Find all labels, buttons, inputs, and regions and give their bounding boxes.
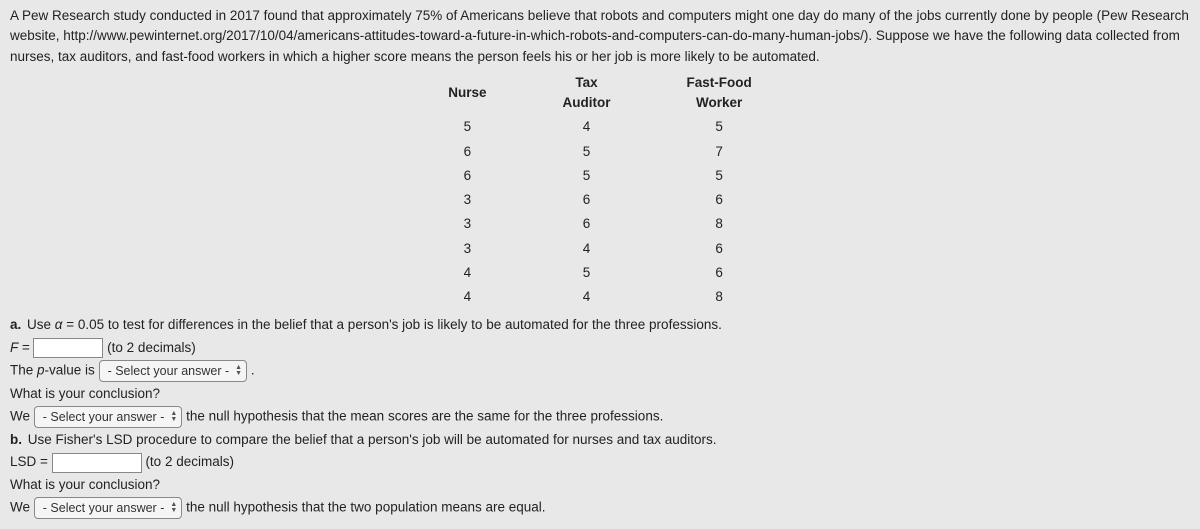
table-cell: 6 [649, 188, 790, 212]
part-a-label: a. [10, 317, 21, 332]
table-cell: 4 [525, 115, 649, 139]
f-label: F = [10, 340, 30, 355]
lsd-hint: (to 2 decimals) [145, 454, 234, 469]
pvalue-line: The p-value is - Select your answer - ▲▼… [10, 360, 1190, 382]
table-cell: 5 [525, 164, 649, 188]
table-row: 368 [410, 212, 790, 236]
table-cell: 8 [649, 212, 790, 236]
table-cell: 3 [410, 237, 524, 261]
table-cell: 5 [649, 115, 790, 139]
col-header-line1: Fast-Food [687, 73, 752, 93]
table-cell: 5 [525, 261, 649, 285]
table-cell: 6 [649, 261, 790, 285]
col-header: Tax Auditor [525, 71, 649, 116]
table-cell: 5 [410, 115, 524, 139]
intro-text: A Pew Research study conducted in 2017 f… [10, 6, 1190, 67]
pvalue-prefix: The p-value is [10, 363, 95, 378]
lsd-input[interactable] [52, 453, 142, 473]
table-cell: 6 [649, 237, 790, 261]
part-b-label: b. [10, 432, 22, 447]
col-header-line2: Worker [687, 93, 752, 113]
we-text: We [10, 409, 30, 424]
table-cell: 7 [649, 140, 790, 164]
updown-icon: ▲▼ [170, 411, 177, 423]
conclusion-b-select[interactable]: - Select your answer - ▲▼ [34, 497, 183, 519]
table-cell: 6 [525, 188, 649, 212]
updown-icon: ▲▼ [235, 365, 242, 377]
part-a-text: Use α = 0.05 to test for differences in … [27, 317, 722, 332]
table-cell: 6 [410, 164, 524, 188]
period: . [251, 363, 255, 378]
table-cell: 8 [649, 285, 790, 309]
pvalue-select[interactable]: - Select your answer - ▲▼ [99, 360, 248, 382]
f-hint: (to 2 decimals) [107, 340, 196, 355]
table-cell: 4 [410, 261, 524, 285]
f-line: F = (to 2 decimals) [10, 338, 1190, 358]
lsd-label: LSD = [10, 454, 48, 469]
col-header-line2: Auditor [563, 93, 611, 113]
updown-icon: ▲▼ [170, 502, 177, 514]
conclusion-b-line: We - Select your answer - ▲▼ the null hy… [10, 497, 1190, 519]
part-b-prompt: b. Use Fisher's LSD procedure to compare… [10, 430, 1190, 450]
table-row: 657 [410, 140, 790, 164]
table-row: 346 [410, 237, 790, 261]
lsd-line: LSD = (to 2 decimals) [10, 452, 1190, 472]
conclusion-a-line: We - Select your answer - ▲▼ the null hy… [10, 406, 1190, 428]
table-cell: 4 [525, 285, 649, 309]
col-header: Nurse [410, 71, 524, 116]
table-cell: 6 [525, 212, 649, 236]
we-text: We [10, 500, 30, 515]
table-row: 456 [410, 261, 790, 285]
table-cell: 4 [410, 285, 524, 309]
conclusion-q-b: What is your conclusion? [10, 475, 1190, 495]
col-header-line1: Tax [563, 73, 611, 93]
conclusion-q-a: What is your conclusion? [10, 384, 1190, 404]
table-cell: 5 [649, 164, 790, 188]
conclusion-a-select[interactable]: - Select your answer - ▲▼ [34, 406, 183, 428]
conclusion-a-tail: the null hypothesis that the mean scores… [186, 409, 663, 424]
part-a-prompt: a. Use α = 0.05 to test for differences … [10, 315, 1190, 335]
table-cell: 3 [410, 212, 524, 236]
select-placeholder: - Select your answer - [108, 362, 230, 381]
table-cell: 6 [410, 140, 524, 164]
table-row: 655 [410, 164, 790, 188]
table-row: 448 [410, 285, 790, 309]
conclusion-b-tail: the null hypothesis that the two populat… [186, 500, 546, 515]
f-input[interactable] [33, 338, 103, 358]
select-placeholder: - Select your answer - [43, 499, 165, 518]
data-table: Nurse Tax Auditor Fast-Food Worker 54565… [410, 71, 790, 310]
col-header: Fast-Food Worker [649, 71, 790, 116]
table-cell: 3 [410, 188, 524, 212]
select-placeholder: - Select your answer - [43, 408, 165, 427]
part-b-text: Use Fisher's LSD procedure to compare th… [28, 432, 717, 447]
table-row: 545 [410, 115, 790, 139]
table-row: 366 [410, 188, 790, 212]
table-cell: 5 [525, 140, 649, 164]
table-cell: 4 [525, 237, 649, 261]
